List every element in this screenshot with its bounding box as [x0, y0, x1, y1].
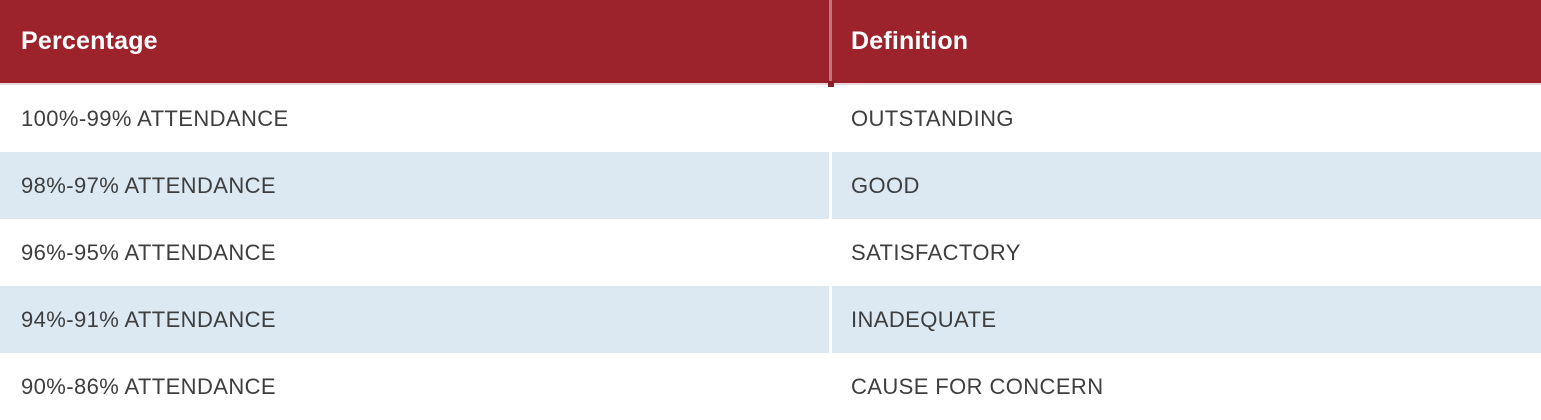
definition-value: CAUSE FOR CONCERN	[851, 373, 1104, 399]
definition-value: OUTSTANDING	[851, 105, 1014, 131]
percentage-cell: 96%-95% ATTENDANCE	[0, 219, 829, 286]
definition-value: INADEQUATE	[851, 306, 997, 332]
table-row: 96%-95% ATTENDANCE SATISFACTORY	[0, 219, 1541, 286]
definition-cell: OUTSTANDING	[832, 85, 1541, 152]
header-cell-percentage: Percentage	[0, 0, 829, 83]
definition-cell: SATISFACTORY	[832, 219, 1541, 286]
header-label-percentage: Percentage	[21, 27, 158, 55]
table-row: 90%-86% ATTENDANCE CAUSE FOR CONCERN	[0, 353, 1541, 420]
header-label-definition: Definition	[851, 27, 969, 55]
definition-cell: INADEQUATE	[832, 286, 1541, 353]
percentage-cell: 100%-99% ATTENDANCE	[0, 85, 829, 152]
header-cell-definition: Definition	[832, 0, 1541, 83]
definition-cell: GOOD	[832, 152, 1541, 219]
percentage-value: 90%-86% ATTENDANCE	[21, 373, 276, 399]
table-row: 98%-97% ATTENDANCE GOOD	[0, 152, 1541, 219]
percentage-value: 98%-97% ATTENDANCE	[21, 172, 276, 198]
definition-value: GOOD	[851, 172, 920, 198]
table-header-row: Percentage Definition	[0, 0, 1541, 87]
header-divider-tick	[828, 81, 834, 87]
percentage-cell: 90%-86% ATTENDANCE	[0, 353, 829, 420]
percentage-value: 100%-99% ATTENDANCE	[21, 105, 289, 131]
header-column-divider	[829, 0, 832, 83]
percentage-cell: 94%-91% ATTENDANCE	[0, 286, 829, 353]
definition-cell: CAUSE FOR CONCERN	[832, 353, 1541, 420]
percentage-value: 96%-95% ATTENDANCE	[21, 239, 276, 265]
table-row: 100%-99% ATTENDANCE OUTSTANDING	[0, 85, 1541, 152]
definition-value: SATISFACTORY	[851, 239, 1021, 265]
table-row: 94%-91% ATTENDANCE INADEQUATE	[0, 286, 1541, 353]
percentage-value: 94%-91% ATTENDANCE	[21, 306, 276, 332]
percentage-cell: 98%-97% ATTENDANCE	[0, 152, 829, 219]
